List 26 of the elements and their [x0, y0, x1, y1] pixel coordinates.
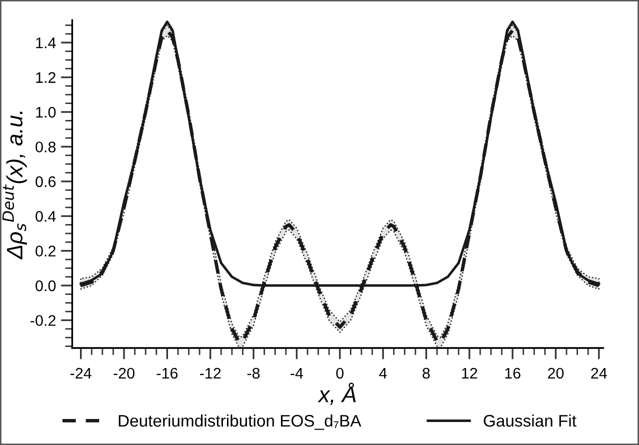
x-tick-label: -8 — [247, 368, 260, 379]
x-tick-label: 24 — [591, 368, 607, 379]
y-tick-label: 1.0 — [36, 106, 56, 118]
x-tick-label: -12 — [200, 368, 221, 379]
x-tick-label: 16 — [505, 368, 520, 379]
y-tick-label: 0.0 — [36, 280, 56, 292]
x-tick-label: -20 — [114, 368, 134, 379]
x-tick-label: -24 — [70, 368, 92, 379]
x-tick-label: 20 — [548, 368, 564, 379]
y-axis-title: Δρ$_{s}$$^{Deut}$(x), a.u. — [2, 112, 27, 260]
y-tick-label: 1.2 — [36, 72, 56, 83]
y-tick-label: 1.4 — [36, 38, 56, 48]
x-axis-title: x, Å — [318, 382, 356, 405]
y-tick-label: 0.4 — [36, 210, 56, 222]
x-tick-label: -16 — [156, 368, 178, 379]
x-tick-label: -4 — [290, 368, 304, 379]
x-tick-label: 0 — [336, 368, 344, 379]
y-tick-label: 0.8 — [36, 142, 56, 152]
y-tick-label: 0.2 — [36, 246, 56, 256]
y-tick-label: 0.6 — [36, 176, 56, 188]
x-tick-label: 8 — [422, 368, 430, 379]
y-tick-label: -0.2 — [30, 315, 56, 326]
x-tick-label: 12 — [462, 368, 478, 379]
x-tick-label: 4 — [379, 368, 387, 379]
legend-label: Gaussian Fit — [484, 414, 576, 427]
legend-label: Deuteriumdistribution EOS_d₇BA — [118, 414, 362, 430]
